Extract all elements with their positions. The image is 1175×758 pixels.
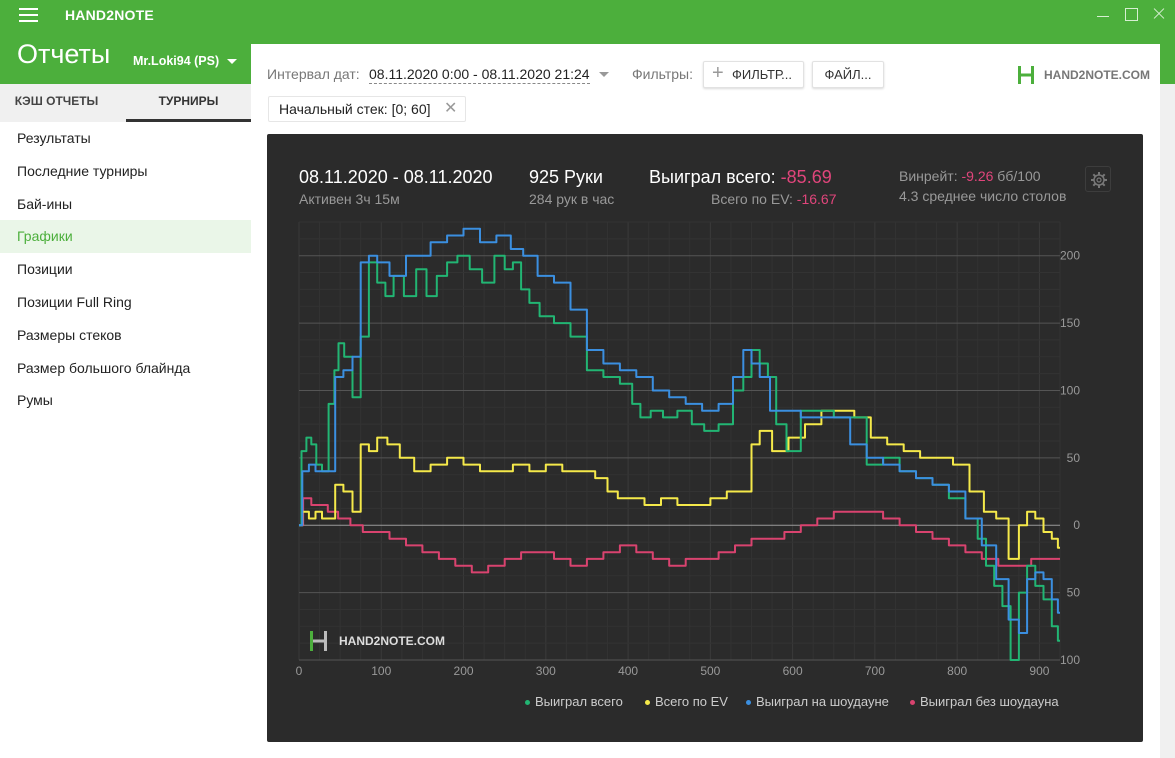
legend-label: Выиграл всего bbox=[535, 694, 623, 709]
hand2note-logo: HAND2NOTE.COM bbox=[1016, 64, 1150, 86]
x-tick-label: 500 bbox=[700, 664, 720, 678]
minimize-icon[interactable] bbox=[1095, 6, 1111, 22]
sidebar-item-rooms[interactable]: Румы bbox=[17, 392, 53, 409]
sidebar-menu: Результаты Последние турниры Бай-ины Гра… bbox=[0, 122, 251, 417]
hands-count: 925 Руки bbox=[529, 167, 603, 187]
ev-total-label: Всего по EV: bbox=[711, 191, 793, 207]
legend-dot bbox=[645, 700, 650, 706]
file-button[interactable]: ФАЙЛ... bbox=[812, 61, 884, 88]
legend-dot bbox=[525, 700, 530, 706]
filters-label: Фильтры: bbox=[632, 66, 693, 82]
active-time: Активен 3ч 15м bbox=[299, 191, 400, 207]
y-tick-label: 150 bbox=[1060, 316, 1080, 330]
legend-no-showdown[interactable]: Выиграл без шоудауна bbox=[910, 694, 1059, 709]
player-select[interactable]: Mr.Loki94 (PS) bbox=[133, 54, 238, 68]
sidebar-item-stack-sizes[interactable]: Размеры стеков bbox=[17, 326, 122, 343]
logo-text: HAND2NOTE.COM bbox=[1044, 68, 1151, 82]
hamburger-icon[interactable] bbox=[19, 8, 38, 22]
legend-label: Всего по EV bbox=[655, 694, 728, 709]
x-tick-label: 100 bbox=[371, 664, 391, 678]
add-filter-button[interactable]: ФИЛЬТР... bbox=[703, 61, 804, 88]
legend-label: Выиграл без шоудауна bbox=[920, 694, 1059, 709]
x-tick-label: 300 bbox=[536, 664, 556, 678]
tab-tournaments[interactable]: ТУРНИРЫ bbox=[126, 84, 251, 122]
legend-dot bbox=[746, 700, 751, 706]
date-range: 08.11.2020 - 08.11.2020 bbox=[299, 167, 493, 187]
active-filter-chip[interactable]: Начальный стек: [0; 60] ✕ bbox=[268, 96, 466, 122]
y-tick-label: 50 bbox=[1067, 451, 1081, 465]
series-line-2 bbox=[299, 227, 1060, 634]
x-tick-label: 0 bbox=[296, 664, 303, 678]
winrate-unit: бб/100 bbox=[997, 168, 1041, 184]
legend-ev-total[interactable]: Всего по EV bbox=[645, 694, 728, 709]
gear-icon-svg bbox=[1091, 172, 1107, 188]
y-tick-label: 50 bbox=[1067, 586, 1081, 600]
y-tick-label: 0 bbox=[1073, 518, 1080, 532]
chart-card bbox=[267, 134, 1143, 742]
x-tick-label: 200 bbox=[454, 664, 474, 678]
won-total: Выиграл всего: -85.69 bbox=[649, 167, 832, 188]
close-icon[interactable] bbox=[1151, 6, 1167, 22]
gear-icon[interactable] bbox=[1085, 166, 1111, 192]
watermark-logo-icon bbox=[310, 631, 327, 651]
x-tick-label: 400 bbox=[618, 664, 638, 678]
ev-total: Всего по EV: -16.67 bbox=[711, 191, 837, 207]
won-total-label: Выиграл всего: bbox=[649, 167, 776, 187]
series-line-3 bbox=[299, 497, 1060, 574]
sidebar-item-positions[interactable]: Позиции bbox=[17, 261, 73, 278]
legend-won-total[interactable]: Выиграл всего bbox=[525, 694, 623, 709]
sidebar-item-results[interactable]: Результаты bbox=[17, 130, 91, 146]
x-tick-label: 800 bbox=[947, 664, 967, 678]
winrate: Винрейт: -9.26 бб/100 bbox=[899, 168, 1041, 184]
date-interval-select[interactable]: 08.11.2020 0:00 - 08.11.2020 21:24 bbox=[369, 66, 590, 84]
maximize-icon[interactable] bbox=[1123, 6, 1139, 22]
legend-showdown[interactable]: Выиграл на шоудауне bbox=[746, 694, 889, 709]
sidebar-item-big-blind-size[interactable]: Размер большого блайнда bbox=[17, 359, 191, 376]
watermark-text: HAND2NOTE.COM bbox=[339, 634, 446, 648]
series-line-1 bbox=[299, 409, 1060, 560]
sidebar-item-recent-tournaments[interactable]: Последние турниры bbox=[17, 162, 148, 179]
average-tables: 4.3 среднее число столов bbox=[899, 188, 1067, 204]
ev-total-value: -16.67 bbox=[796, 191, 837, 207]
legend-label: Выиграл на шоудауне bbox=[756, 694, 889, 709]
x-tick-label: 900 bbox=[1029, 664, 1049, 678]
chart-watermark: HAND2NOTE.COM bbox=[308, 630, 445, 652]
sidebar-item-positions-full-ring[interactable]: Позиции Full Ring bbox=[17, 293, 132, 310]
close-icon[interactable]: ✕ bbox=[444, 100, 458, 117]
y-tick-label: 100 bbox=[1060, 383, 1080, 397]
hand2note-logo-icon bbox=[1018, 66, 1034, 84]
won-total-value: -85.69 bbox=[780, 167, 832, 187]
chevron-down-icon[interactable] bbox=[599, 72, 609, 77]
sidebar-item-graphs[interactable]: Графики bbox=[0, 220, 251, 254]
sidebar-item-buyins[interactable]: Бай-ины bbox=[17, 195, 73, 212]
chevron-down-icon bbox=[227, 59, 238, 65]
winrate-label: Винрейт: bbox=[899, 168, 958, 184]
x-tick-label: 700 bbox=[865, 664, 885, 678]
y-tick-label: 200 bbox=[1060, 249, 1080, 263]
title-bar: HAND2NOTE bbox=[0, 0, 1175, 30]
winrate-value: -9.26 bbox=[961, 168, 994, 184]
legend-dot bbox=[910, 700, 915, 706]
sidebar bbox=[0, 84, 251, 758]
x-tick-label: 600 bbox=[783, 664, 803, 678]
hands-per-hour: 284 рук в час bbox=[529, 191, 615, 207]
sidebar-tabs: КЭШ ОТЧЕТЫ ТУРНИРЫ bbox=[0, 84, 251, 122]
active-filter-label: Начальный стек: [0; 60] bbox=[279, 101, 431, 117]
page-title: Отчеты bbox=[17, 39, 111, 69]
app-name: HAND2NOTE bbox=[65, 7, 154, 23]
tab-cash-reports[interactable]: КЭШ ОТЧЕТЫ bbox=[14, 94, 99, 108]
player-name: Mr.Loki94 (PS) bbox=[133, 54, 220, 68]
interval-label: Интервал дат: bbox=[267, 66, 360, 82]
y-tick-label: 100 bbox=[1060, 653, 1080, 667]
